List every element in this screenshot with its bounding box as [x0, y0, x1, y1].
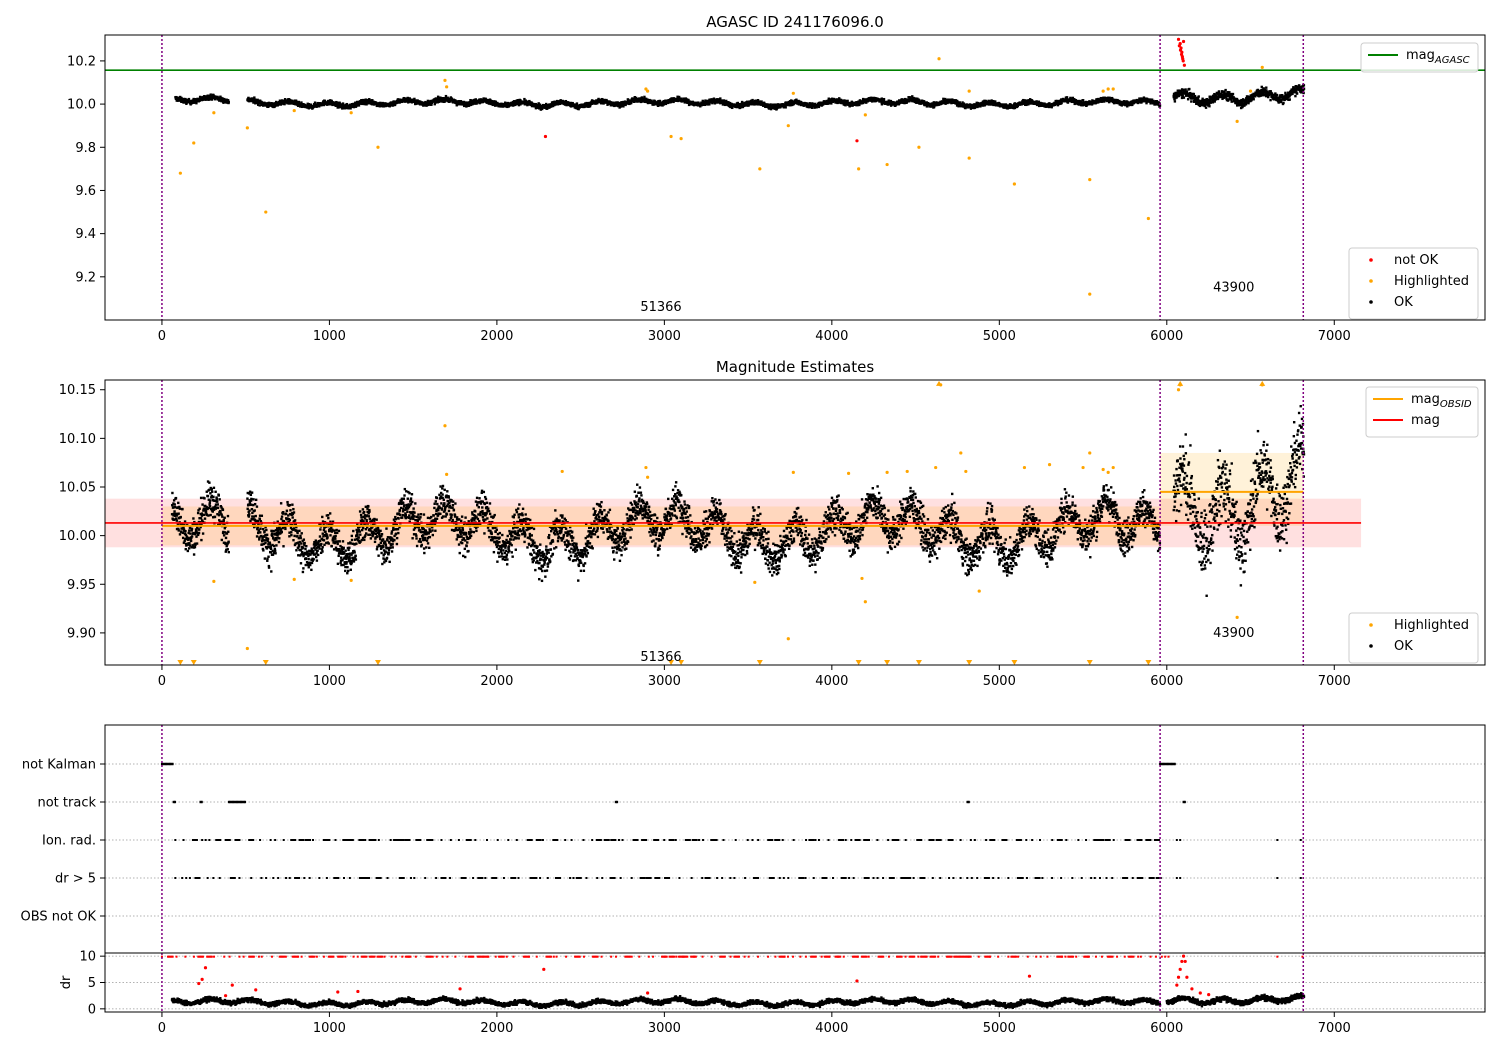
data-point — [818, 106, 820, 108]
data-point — [1174, 100, 1176, 102]
data-point — [784, 106, 786, 108]
data-point — [1208, 105, 1210, 107]
data-point — [1193, 93, 1195, 95]
data-point — [195, 102, 197, 104]
data-point — [228, 101, 230, 103]
data-point — [1066, 96, 1068, 98]
data-point — [342, 102, 344, 104]
data-point — [1198, 95, 1200, 97]
data-point — [1218, 90, 1220, 92]
panel-1-title: AGASC ID 241176096.0 — [706, 13, 884, 31]
data-point — [1188, 88, 1190, 90]
data-point — [1190, 100, 1192, 102]
data-point — [881, 97, 883, 99]
data-point — [883, 98, 885, 100]
data-point — [846, 100, 848, 102]
data-point — [1232, 93, 1234, 95]
data-point — [1183, 96, 1185, 98]
data-point — [1224, 89, 1226, 91]
data-point — [1205, 106, 1207, 108]
data-point — [1184, 88, 1186, 90]
data-point — [1221, 91, 1223, 93]
data-point — [1082, 99, 1084, 101]
data-point — [188, 98, 190, 100]
